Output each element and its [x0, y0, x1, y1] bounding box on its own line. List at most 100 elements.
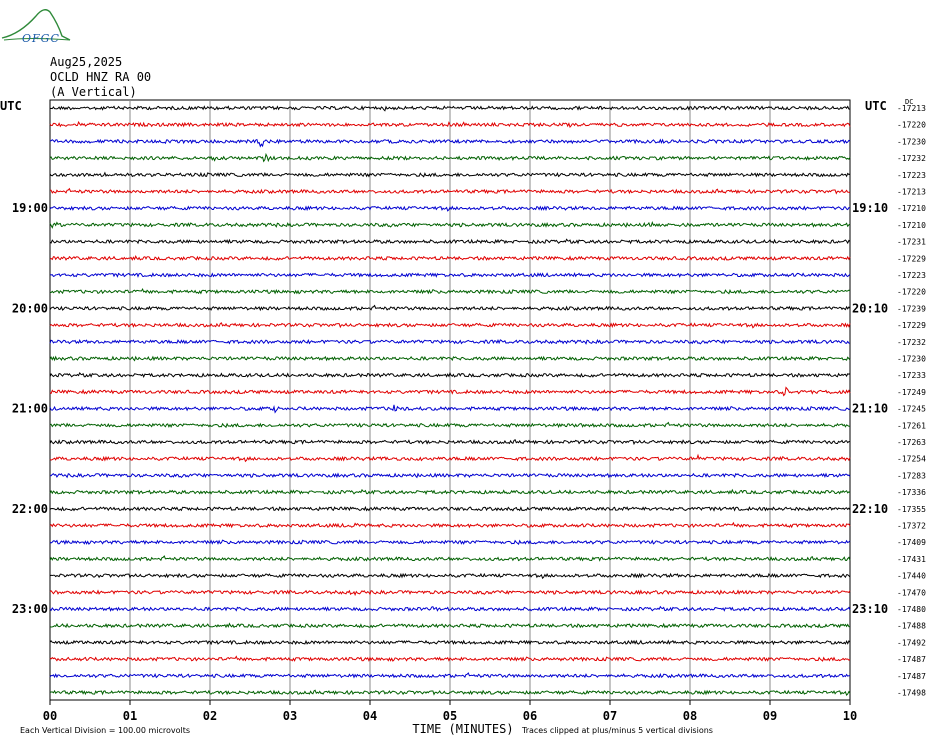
seismic-trace	[49, 371, 851, 379]
right-utc-label: UTC	[865, 99, 887, 113]
dc-offset-label: -17487	[897, 655, 926, 664]
dc-offset-label: -17232	[897, 338, 926, 347]
left-utc-label: UTC	[0, 99, 22, 113]
ofgc-logo: OFGC	[0, 4, 80, 48]
left-time-label: 19:00	[12, 201, 48, 215]
dc-offset-label: -17231	[897, 238, 926, 247]
dc-offset-label: -17220	[897, 121, 926, 130]
dc-offset-label: -17263	[897, 438, 926, 447]
x-tick-label: 08	[683, 709, 697, 723]
logo-mountain-graphic	[1, 9, 71, 41]
x-tick-label: 09	[763, 709, 777, 723]
vertical-division-note: Each Vertical Division = 100.00 microvol…	[20, 726, 190, 735]
dc-unit-label: DC	[905, 98, 913, 106]
seismic-trace	[49, 386, 851, 397]
dc-offset-label: -17498	[897, 689, 926, 698]
seismic-trace	[49, 187, 851, 195]
x-tick-label: 06	[523, 709, 537, 723]
seismic-trace	[49, 254, 851, 261]
seismic-trace	[49, 304, 851, 312]
seismic-trace	[49, 152, 851, 163]
seismic-trace	[49, 622, 851, 629]
dc-offset-label: -17440	[897, 572, 926, 581]
dc-offset-label: -17480	[897, 605, 926, 614]
dc-offset-label: -17431	[897, 555, 926, 564]
x-tick-label: 07	[603, 709, 617, 723]
seismic-trace	[49, 521, 851, 529]
dc-offset-label: -17213	[897, 188, 926, 197]
clipping-note: Traces clipped at plus/minus 5 vertical …	[521, 726, 713, 735]
seismic-trace	[49, 338, 851, 345]
right-time-label: 21:10	[852, 402, 888, 416]
x-tick-label: 02	[203, 709, 217, 723]
seismic-trace	[49, 421, 851, 429]
seismic-trace	[49, 488, 851, 495]
seismic-trace	[49, 605, 851, 612]
dc-offset-label: -17487	[897, 672, 926, 681]
seismic-trace	[49, 472, 851, 479]
logo-text: OFGC	[22, 32, 60, 45]
seismic-trace	[49, 539, 851, 546]
dc-offset-label: -17409	[897, 538, 926, 547]
x-tick-label: 01	[123, 709, 137, 723]
dc-offset-label: -17223	[897, 171, 926, 180]
seismic-trace	[49, 138, 851, 148]
dc-offset-label: -17239	[897, 304, 926, 313]
x-tick-label: 00	[43, 709, 57, 723]
dc-offset-label: -17245	[897, 405, 926, 414]
seismic-trace	[49, 572, 851, 580]
dc-offset-label: -17233	[897, 371, 926, 380]
dc-offset-label: -17355	[897, 505, 926, 514]
dc-offset-label: -17232	[897, 154, 926, 163]
dc-offset-label: -17488	[897, 622, 926, 631]
left-time-label: 22:00	[12, 502, 48, 516]
left-time-label: 20:00	[12, 301, 48, 315]
dc-offset-label: -17220	[897, 288, 926, 297]
dc-offset-label: -17283	[897, 471, 926, 480]
seismic-trace	[49, 238, 851, 245]
dc-offset-label: -17229	[897, 254, 926, 263]
dc-offset-label: -17261	[897, 421, 926, 430]
seismic-trace	[49, 205, 851, 212]
seismic-trace	[49, 555, 851, 562]
seismic-trace	[49, 120, 851, 128]
x-tick-label: 04	[363, 709, 377, 723]
dc-offset-label: -17492	[897, 638, 926, 647]
left-time-label: 21:00	[12, 402, 48, 416]
seismic-trace	[49, 655, 851, 662]
seismic-trace	[49, 272, 851, 278]
right-time-label: 23:10	[852, 602, 888, 616]
dc-offset-label: -17254	[897, 455, 926, 464]
seismic-trace	[49, 322, 851, 329]
dc-offset-label: -17336	[897, 488, 926, 497]
seismic-trace	[49, 404, 851, 414]
dc-offset-label: -17230	[897, 137, 926, 146]
seismic-trace	[49, 589, 851, 597]
dc-offset-label: -17210	[897, 204, 926, 213]
record-date: Aug25,2025	[50, 55, 123, 69]
seismic-trace	[49, 221, 851, 229]
x-tick-label: 03	[283, 709, 297, 723]
seismic-trace	[49, 355, 851, 362]
dc-offset-label: -17229	[897, 321, 926, 330]
seismic-trace	[49, 453, 851, 463]
component-label: (A Vertical)	[50, 85, 137, 99]
right-time-label: 20:10	[852, 301, 888, 315]
seismic-trace	[49, 171, 851, 178]
seismic-trace	[49, 505, 851, 512]
x-axis-title: TIME (MINUTES)	[412, 722, 513, 736]
seismic-trace	[49, 639, 851, 646]
seismic-trace	[49, 105, 851, 112]
right-time-label: 22:10	[852, 502, 888, 516]
x-tick-label: 05	[443, 709, 457, 723]
dc-offset-label: -17372	[897, 522, 926, 531]
dc-offset-label: -17230	[897, 355, 926, 364]
right-time-label: 19:10	[852, 201, 888, 215]
seismic-trace	[49, 439, 851, 446]
x-tick-label: 10	[843, 709, 857, 723]
seismic-trace	[49, 672, 851, 679]
dc-offset-label: -17249	[897, 388, 926, 397]
seismic-trace	[50, 287, 851, 295]
dc-offset-label: -17213	[897, 104, 926, 113]
